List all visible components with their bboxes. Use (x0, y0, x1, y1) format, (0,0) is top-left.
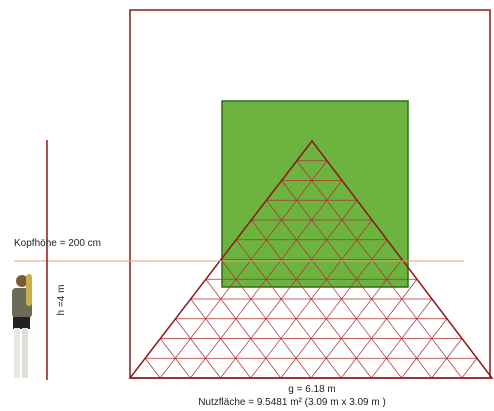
lattice-line (402, 319, 448, 378)
person (12, 274, 32, 378)
base-label: g = 6.18 m (288, 384, 336, 395)
lattice-line (145, 358, 160, 378)
height-label: h =4 m (56, 285, 67, 316)
lattice-line (462, 358, 477, 378)
diagram: Kopfhöhe = 200 cm h =4 m g = 6.18 m Nutz… (0, 0, 494, 411)
lattice-line (206, 279, 281, 378)
lattice-line (341, 279, 417, 378)
usable-area-square (222, 101, 408, 287)
lattice-line (176, 319, 221, 378)
page: {"labels": {"head_height": "Kopfhöhe = 2… (0, 0, 494, 411)
head-height-label: Kopfhöhe = 200 cm (14, 238, 101, 249)
area-label: Nutzfläche = 9.5481 m² (3.09 m x 3.09 m … (198, 397, 386, 408)
